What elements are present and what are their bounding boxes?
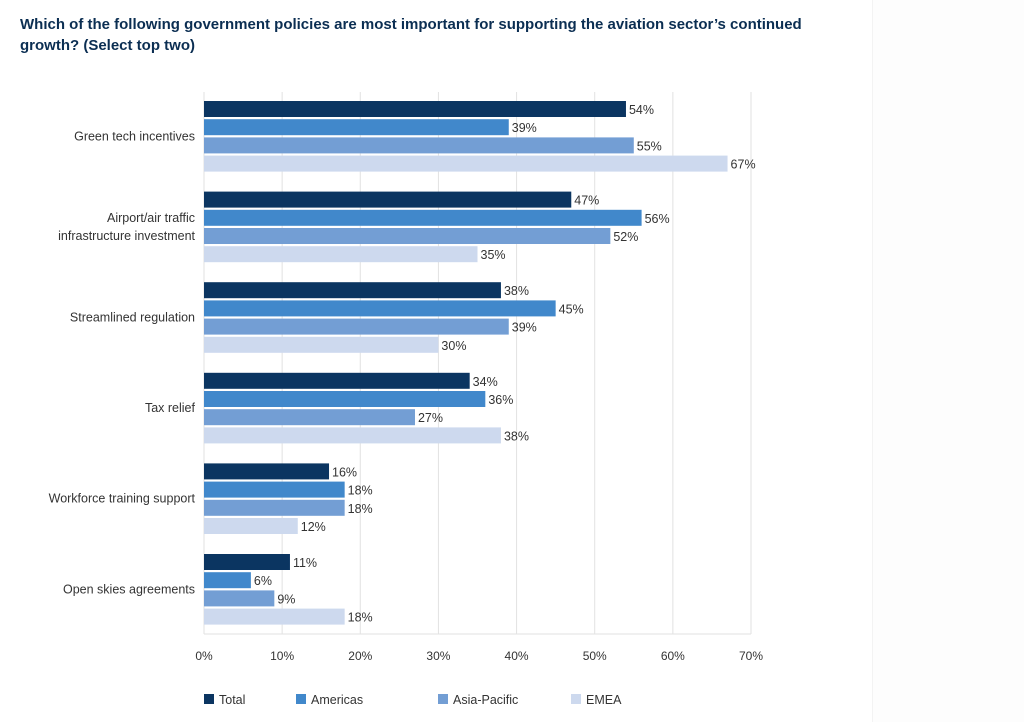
value-label: 54% bbox=[629, 103, 654, 117]
value-label: 11% bbox=[293, 556, 317, 570]
category-label: Tax relief bbox=[145, 401, 196, 415]
value-label: 52% bbox=[613, 230, 638, 244]
bar-total bbox=[204, 463, 330, 480]
x-tick-label: 20% bbox=[348, 649, 372, 663]
value-label: 39% bbox=[512, 321, 537, 335]
bar-emea bbox=[204, 155, 728, 172]
bar-asia-pacific bbox=[204, 137, 634, 154]
bar-total bbox=[204, 372, 470, 389]
category-label: Workforce training support bbox=[49, 492, 196, 506]
bar-americas bbox=[204, 391, 486, 407]
value-label: 38% bbox=[504, 429, 529, 443]
value-label: 18% bbox=[348, 611, 373, 625]
bar-americas bbox=[204, 572, 251, 589]
category-label: Open skies agreements bbox=[63, 582, 195, 596]
value-label: 45% bbox=[559, 302, 584, 316]
value-label: 16% bbox=[332, 465, 357, 479]
x-tick-label: 40% bbox=[505, 649, 529, 663]
bar-emea bbox=[204, 336, 439, 353]
bar-emea bbox=[204, 518, 298, 534]
chart-title: Which of the following government polici… bbox=[20, 16, 802, 54]
bar-americas bbox=[204, 300, 556, 317]
category-label: Airport/air traffic bbox=[107, 211, 195, 225]
bar-emea bbox=[204, 246, 478, 263]
value-label: 67% bbox=[731, 158, 756, 172]
bar-total bbox=[204, 554, 290, 570]
x-tick-label: 60% bbox=[661, 649, 685, 663]
legend-label: Asia-Pacific bbox=[453, 693, 518, 707]
legend-swatch bbox=[571, 694, 581, 704]
bar-asia-pacific bbox=[204, 499, 345, 516]
side-panel bbox=[872, 0, 1024, 722]
x-tick-label: 30% bbox=[426, 649, 450, 663]
value-label: 27% bbox=[418, 411, 443, 425]
legend-label: EMEA bbox=[586, 693, 622, 707]
value-label: 55% bbox=[637, 139, 662, 153]
bar-asia-pacific bbox=[204, 590, 275, 607]
legend-swatch bbox=[296, 694, 306, 704]
bar-asia-pacific bbox=[204, 409, 415, 426]
value-label: 34% bbox=[473, 375, 498, 389]
bar-total bbox=[204, 282, 501, 299]
bar-emea bbox=[204, 427, 501, 444]
category-label: Streamlined regulation bbox=[70, 311, 195, 325]
legend-swatch bbox=[438, 694, 448, 704]
bar-total bbox=[204, 101, 626, 117]
value-label: 30% bbox=[441, 339, 466, 353]
legend-swatch bbox=[204, 694, 214, 704]
legend-label: Total bbox=[219, 693, 245, 707]
bar-emea bbox=[204, 608, 345, 625]
bar-asia-pacific bbox=[204, 318, 509, 335]
x-tick-label: 70% bbox=[739, 649, 763, 663]
x-tick-label: 50% bbox=[583, 649, 607, 663]
category-label: Green tech incentives bbox=[74, 129, 195, 143]
value-label: 9% bbox=[277, 592, 295, 606]
value-label: 35% bbox=[481, 248, 506, 262]
value-label: 56% bbox=[645, 212, 670, 226]
value-label: 47% bbox=[574, 194, 599, 208]
value-label: 6% bbox=[254, 574, 272, 588]
bar-americas bbox=[204, 209, 642, 226]
value-label: 38% bbox=[504, 284, 529, 298]
bar-americas bbox=[204, 481, 345, 498]
value-label: 18% bbox=[348, 502, 373, 516]
value-label: 18% bbox=[348, 484, 373, 498]
x-tick-label: 0% bbox=[195, 649, 213, 663]
category-label: infrastructure investment bbox=[58, 229, 195, 243]
legend-label: Americas bbox=[311, 693, 363, 707]
value-label: 36% bbox=[488, 393, 513, 407]
bar-total bbox=[204, 191, 572, 208]
x-tick-label: 10% bbox=[270, 649, 294, 663]
bar-americas bbox=[204, 119, 509, 136]
bar-asia-pacific bbox=[204, 228, 611, 244]
value-label: 12% bbox=[301, 520, 326, 534]
value-label: 39% bbox=[512, 121, 537, 135]
